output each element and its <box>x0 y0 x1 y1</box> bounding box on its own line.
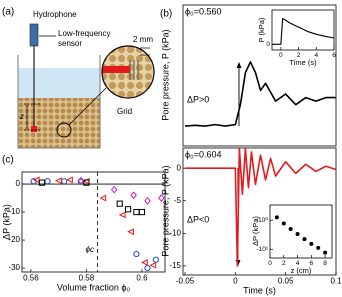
y-tick-label: -5 <box>174 196 182 205</box>
data-line <box>184 61 336 127</box>
data-line <box>185 147 337 267</box>
data-line <box>272 18 335 45</box>
y-tick-label: -10⁰ <box>256 216 268 224</box>
point <box>66 176 73 184</box>
x-tick-label: 4 <box>296 260 300 267</box>
x-tick-label: 0 <box>268 260 272 267</box>
point <box>302 237 307 242</box>
plot-frame <box>269 204 333 259</box>
point <box>61 178 68 185</box>
x-tick-label: 2 <box>297 52 301 59</box>
point <box>83 179 90 186</box>
x-tick-label: 0.05 <box>278 277 294 286</box>
x-axis-label: z (cm) <box>291 266 312 275</box>
x-axis-label: Time (s) <box>289 58 317 67</box>
zoom-spot <box>56 122 72 138</box>
annotation: ΔP>0 <box>187 94 209 104</box>
y-axis-label: P (kPa) <box>257 17 266 42</box>
x-axis-label: Volume fraction ϕ₀ <box>57 282 131 292</box>
panel-label: (a) <box>2 7 14 18</box>
point <box>118 211 126 219</box>
container <box>17 55 101 149</box>
point <box>144 264 151 272</box>
y-tick-label: -30 <box>8 263 20 272</box>
y-tick-label: -15 <box>169 261 181 270</box>
water <box>18 68 100 98</box>
sensor-label: sensor <box>58 39 82 48</box>
x-tick-label: 0 <box>279 52 283 59</box>
point <box>116 200 123 207</box>
point <box>274 215 279 220</box>
panel-label: (c) <box>2 155 14 166</box>
point <box>152 256 159 263</box>
y-tick-label: 0 <box>177 163 182 172</box>
plot-frame <box>21 171 166 273</box>
y-axis-label: ΔP (kPa) <box>251 216 260 246</box>
hydrophone-tip <box>31 126 37 132</box>
point <box>130 191 137 200</box>
point <box>99 194 107 202</box>
hydrophone-label: Hydrophone <box>33 10 77 19</box>
sensor-label: Low-frequency <box>58 29 110 38</box>
plot-frame <box>182 147 337 276</box>
point <box>295 232 300 237</box>
zoom-line <box>68 87 107 126</box>
point <box>316 245 321 250</box>
y-tick-label: 0 <box>266 41 270 48</box>
setup-diagram: z 2 mm Grid Hydrophone Low-frequency sen… <box>17 10 155 149</box>
point <box>149 261 157 269</box>
point <box>309 241 314 246</box>
y-tick-label: -10¹ <box>256 246 268 253</box>
x-tick-label: 0 <box>233 277 238 286</box>
x-tick-label: -0.05 <box>176 277 195 286</box>
point <box>32 176 40 184</box>
scale-label: 2 mm <box>133 35 153 44</box>
point <box>124 206 132 213</box>
sensor <box>29 23 39 47</box>
y-tick-label: -10 <box>169 228 181 237</box>
panel-label: (b) <box>160 9 172 20</box>
annotation: ΔP<0 <box>187 214 209 224</box>
x-tick-label: 0.58 <box>79 274 95 283</box>
point <box>133 250 140 258</box>
x-tick-label: 8 <box>323 260 327 267</box>
y-axis-label: ΔP (kPa) <box>1 204 11 240</box>
point <box>144 196 151 205</box>
x-tick-label: 6 <box>310 260 314 267</box>
x-axis-label: Time (s) <box>243 285 276 295</box>
point <box>127 228 134 236</box>
point <box>281 221 286 226</box>
y-axis-label: Pore pressure, P (kPa) <box>160 29 170 120</box>
point <box>323 250 328 255</box>
depth-label: z <box>19 112 24 121</box>
annotation: ϕ₀=0.604 <box>185 149 222 159</box>
point <box>158 194 165 202</box>
x-tick-label: 0.1 <box>330 277 342 286</box>
plot-frame <box>182 4 337 147</box>
x-tick-label: 6 <box>332 52 336 59</box>
point <box>38 179 46 186</box>
magnifier <box>101 45 155 99</box>
point <box>288 226 293 231</box>
point <box>82 177 90 185</box>
point <box>141 259 148 266</box>
grid-label: Grid <box>117 107 132 116</box>
point <box>44 178 51 185</box>
y-tick-label: 0 <box>16 179 21 188</box>
x-tick-label: 0.6 <box>136 274 148 283</box>
x-tick-label: 2 <box>282 260 286 267</box>
point <box>133 208 140 216</box>
point <box>54 177 62 185</box>
point <box>138 208 146 216</box>
x-tick-label: 4 <box>314 52 318 59</box>
point <box>77 176 85 185</box>
reference-label: ϕc <box>86 245 94 254</box>
y-tick-label: -20 <box>8 235 20 244</box>
y-tick-label: -10 <box>8 207 20 216</box>
x-tick-label: 0.56 <box>23 274 39 283</box>
granular-bed <box>18 98 100 148</box>
point <box>110 185 118 194</box>
annotation: ϕ₀=0.560 <box>185 6 222 16</box>
